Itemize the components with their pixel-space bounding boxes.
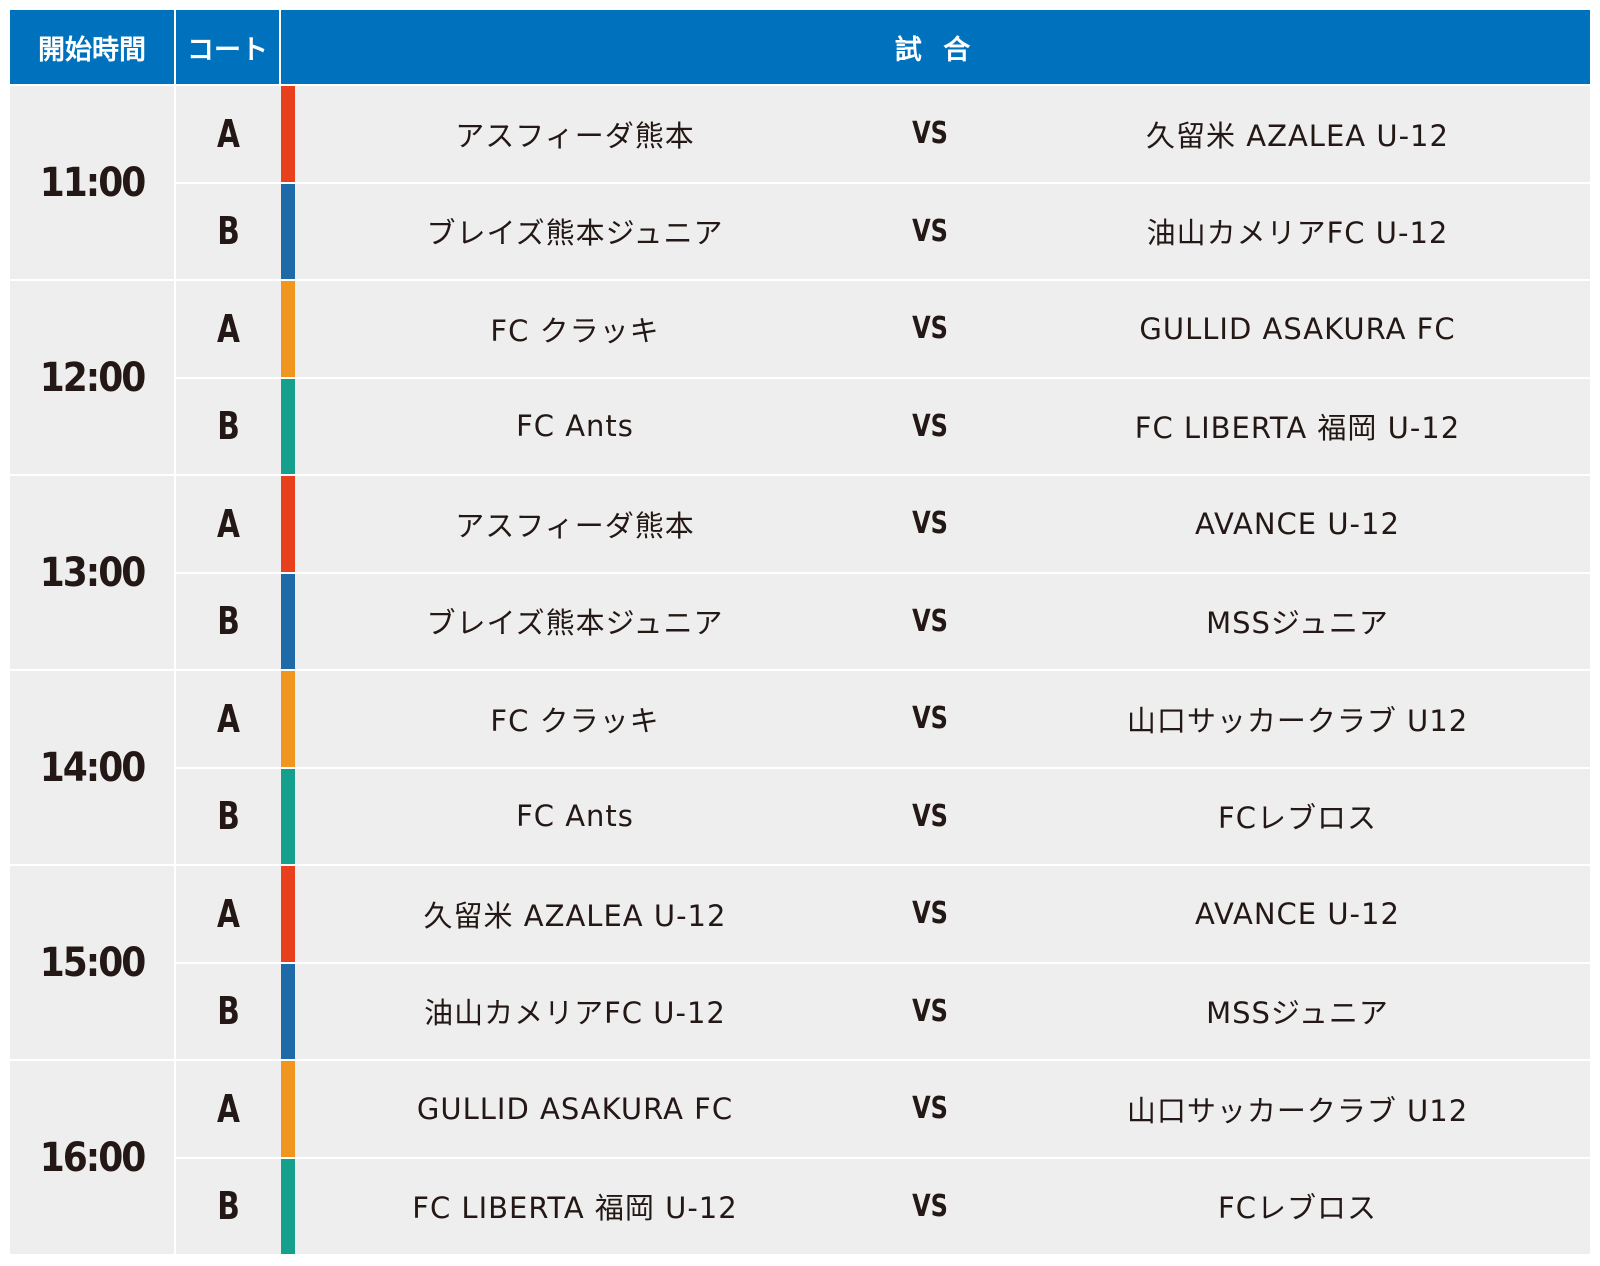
home-team: ブレイズ熊本ジュニア — [426, 216, 724, 251]
court-label: B — [217, 404, 240, 449]
match-row: B FC Ants VS FCレブロス — [176, 766, 1590, 864]
vs-label: VS — [912, 408, 948, 444]
time-slot: 12:00 A FC クラッキ VS GULLID ASAKURA FC B FC Ants… — [10, 279, 1590, 474]
home-team: FC クラッキ — [490, 313, 660, 348]
start-time: 13:00 — [10, 476, 176, 669]
vs-label: VS — [912, 993, 948, 1029]
home-team: 油山カメリアFC U-12 — [424, 996, 726, 1031]
away-team: 久留米 AZALEA U-12 — [1146, 118, 1449, 153]
court-color-stripe — [281, 671, 295, 767]
vs-label: VS — [912, 1188, 948, 1224]
time-slot: 11:00 A アスフィーダ熊本 VS 久留米 AZALEA U-12 B ブレイズ熊本ジュ… — [10, 84, 1590, 279]
away-team: 油山カメリアFC U-12 — [1146, 216, 1449, 251]
header-start-time: 開始時間 — [10, 10, 176, 84]
away-team: 山口サッカークラブ U12 — [1126, 703, 1469, 738]
away-team: FCレブロス — [1218, 801, 1377, 836]
start-time: 12:00 — [10, 281, 176, 474]
vs-label: VS — [912, 701, 948, 737]
vs-label: VS — [912, 1091, 948, 1127]
court-label: A — [217, 306, 240, 351]
match-row: B ブレイズ熊本ジュニア VS 油山カメリアFC U-12 — [176, 181, 1590, 279]
away-team: FC LIBERTA 福岡 U-12 — [1134, 411, 1461, 446]
match-row: B FC Ants VS FC LIBERTA 福岡 U-12 — [176, 376, 1590, 474]
away-team: AVANCE U-12 — [1195, 506, 1400, 541]
vs-label: VS — [912, 311, 948, 347]
home-team: FC LIBERTA 福岡 U-12 — [412, 1191, 738, 1226]
court-color-stripe — [281, 378, 295, 474]
court-color-stripe — [281, 86, 295, 182]
court-label: A — [217, 696, 240, 741]
match-schedule-table: 開始時間 コート 試 合 11:00 A アスフィーダ熊本 VS 久留米 AZALEA … — [10, 10, 1590, 1254]
court-label: B — [217, 1184, 240, 1229]
court-color-stripe — [281, 476, 295, 572]
court-label: A — [217, 501, 240, 546]
court-label: A — [217, 1086, 240, 1131]
court-color-stripe — [281, 183, 295, 279]
court-color-stripe — [281, 963, 295, 1059]
court-matches: A FC クラッキ VS 山口サッカークラブ U12 B FC Ants VS FCレブロス — [176, 671, 1590, 864]
home-team: FC クラッキ — [490, 703, 660, 738]
time-slot: 15:00 A 久留米 AZALEA U-12 VS AVANCE U-12 B 油山カメリ… — [10, 864, 1590, 1059]
home-team: FC Ants — [516, 799, 634, 834]
court-label: A — [217, 111, 240, 156]
time-slot: 16:00 A GULLID ASAKURA FC VS 山口サッカークラブ U12 B F… — [10, 1059, 1590, 1254]
start-time: 11:00 — [10, 86, 176, 279]
match-row: A アスフィーダ熊本 VS 久留米 AZALEA U-12 — [176, 86, 1590, 182]
court-label: B — [217, 989, 240, 1034]
home-team: 久留米 AZALEA U-12 — [423, 898, 727, 933]
match-row: A GULLID ASAKURA FC VS 山口サッカークラブ U12 — [176, 1061, 1590, 1157]
vs-label: VS — [912, 896, 948, 932]
home-team: アスフィーダ熊本 — [455, 118, 695, 153]
away-team: AVANCE U-12 — [1195, 896, 1400, 931]
court-matches: A アスフィーダ熊本 VS 久留米 AZALEA U-12 B ブレイズ熊本ジュニア VS 油… — [176, 86, 1590, 279]
time-slot: 13:00 A アスフィーダ熊本 VS AVANCE U-12 B ブレイズ熊本ジュニア VS… — [10, 474, 1590, 669]
away-team: FCレブロス — [1218, 1191, 1377, 1226]
time-slots: 11:00 A アスフィーダ熊本 VS 久留米 AZALEA U-12 B ブレイズ熊本ジュ… — [10, 84, 1590, 1254]
home-team: ブレイズ熊本ジュニア — [426, 606, 724, 641]
header-court: コート — [176, 10, 281, 84]
home-team: アスフィーダ熊本 — [455, 508, 695, 543]
court-label: A — [217, 891, 240, 936]
court-matches: A アスフィーダ熊本 VS AVANCE U-12 B ブレイズ熊本ジュニア VS MSSジュ… — [176, 476, 1590, 669]
time-slot: 14:00 A FC クラッキ VS 山口サッカークラブ U12 B FC Ants VS FC… — [10, 669, 1590, 864]
court-color-stripe — [281, 281, 295, 377]
start-time: 15:00 — [10, 866, 176, 1059]
match-row: A FC クラッキ VS 山口サッカークラブ U12 — [176, 671, 1590, 767]
table-header: 開始時間 コート 試 合 — [10, 10, 1590, 84]
court-label: B — [217, 599, 240, 644]
vs-label: VS — [912, 213, 948, 249]
court-matches: A GULLID ASAKURA FC VS 山口サッカークラブ U12 B FC LIB… — [176, 1061, 1590, 1254]
court-color-stripe — [281, 573, 295, 669]
match-row: A FC クラッキ VS GULLID ASAKURA FC — [176, 281, 1590, 377]
court-label: B — [217, 209, 240, 254]
home-team: FC Ants — [516, 409, 634, 444]
away-team: MSSジュニア — [1206, 606, 1389, 641]
start-time: 14:00 — [10, 671, 176, 864]
court-color-stripe — [281, 1158, 295, 1254]
court-label: B — [217, 794, 240, 839]
match-row: B ブレイズ熊本ジュニア VS MSSジュニア — [176, 571, 1590, 669]
court-color-stripe — [281, 866, 295, 962]
match-row: B 油山カメリアFC U-12 VS MSSジュニア — [176, 961, 1590, 1059]
start-time: 16:00 — [10, 1061, 176, 1254]
court-color-stripe — [281, 768, 295, 864]
court-color-stripe — [281, 1061, 295, 1157]
match-row: A 久留米 AZALEA U-12 VS AVANCE U-12 — [176, 866, 1590, 962]
home-team: GULLID ASAKURA FC — [416, 1091, 734, 1126]
court-matches: A FC クラッキ VS GULLID ASAKURA FC B FC Ants VS FC … — [176, 281, 1590, 474]
away-team: MSSジュニア — [1206, 996, 1389, 1031]
vs-label: VS — [912, 798, 948, 834]
away-team: 山口サッカークラブ U12 — [1126, 1093, 1469, 1128]
vs-label: VS — [912, 116, 948, 152]
away-team: GULLID ASAKURA FC — [1139, 311, 1456, 346]
vs-label: VS — [912, 603, 948, 639]
match-row: A アスフィーダ熊本 VS AVANCE U-12 — [176, 476, 1590, 572]
match-row: B FC LIBERTA 福岡 U-12 VS FCレブロス — [176, 1156, 1590, 1254]
court-matches: A 久留米 AZALEA U-12 VS AVANCE U-12 B 油山カメリアFC U… — [176, 866, 1590, 1059]
vs-label: VS — [912, 506, 948, 542]
header-match: 試 合 — [894, 34, 977, 66]
